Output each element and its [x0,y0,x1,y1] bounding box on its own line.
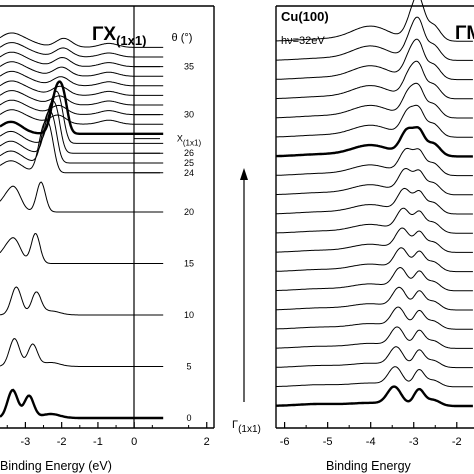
direction-arrow: Γ(1x1) [232,168,261,435]
left-spectrum-0 [0,388,164,420]
left-x-tick-label: -1 [93,436,103,448]
arrow-start-label: Γ(1x1) [232,419,261,435]
left-x-ticks: -3 -2 -1 0 2 [6,422,210,448]
angle-label: 5 [186,362,191,372]
right-x-tick-label: -5 [323,436,333,448]
right-spectrum-5 [276,286,473,311]
left-spectrum-10 [0,286,164,316]
angle-label: 20 [184,207,194,217]
right-spectrum-12 [276,147,473,177]
left-x-tick-label: -3 [20,436,30,448]
theta-axis-label: θ (°) [172,32,193,44]
right-spectrum-16 [276,60,473,100]
left-x-tick-label: 0 [131,436,137,448]
angle-label: 10 [184,310,194,320]
left-spectrum-32 [0,80,164,96]
left-spectrum-20 [0,181,164,213]
right-spectrum-0 [276,385,473,408]
right-spectrum-18 [276,16,473,61]
right-spectrum-8 [276,227,473,253]
left-spectrum-28 [0,80,164,135]
right-spectra [276,0,473,408]
right-spectrum-17 [276,38,473,81]
left-spectrum-31 [0,90,164,106]
left-spectrum-29 [0,109,164,125]
left-spectra [0,32,164,420]
angle-label: X(1x1) [177,134,202,148]
right-x-axis-title: Binding Energy [326,459,412,473]
left-spectrum-36 [0,42,164,58]
left-spectrum-30 [0,99,164,116]
left-spectrum-33 [0,70,164,87]
angle-label: 24 [184,168,194,178]
angle-label: 26 [184,148,194,158]
right-x-ticks: -6 -5 -4 -3 -2 [280,422,462,448]
right-spectrum-14 [276,104,473,138]
left-spectrum-34 [0,61,164,77]
right-x-tick-label: -3 [409,436,419,448]
angle-label: 35 [184,62,194,72]
right-spectrum-2 [276,346,473,369]
left-spectrum-25 [0,110,164,164]
left-spectrum-27 [0,90,164,144]
right-panel-title: ΓM [455,23,474,44]
left-spectrum-5 [0,338,164,367]
left-spectrum-24 [0,120,164,174]
right-x-tick-label: -4 [366,436,376,448]
right-spectrum-15 [276,82,473,119]
right-spectrum-13 [276,125,473,158]
right-x-tick-label: -2 [452,436,462,448]
right-spectrum-4 [276,306,473,330]
left-spectrum-15 [0,232,164,264]
angle-label: 0 [186,413,191,423]
right-spectrum-10 [276,187,473,215]
left-spectrum-35 [0,51,164,68]
left-spectrum-26 [0,100,164,154]
material-label: Cu(100) [281,9,329,24]
left-x-tick-label: -2 [57,436,67,448]
photon-energy-label: hν=32eV [281,35,325,47]
left-x-axis-title: Binding Energy (eV) [0,459,112,473]
angle-label: 25 [184,158,194,168]
left-x-tick-label: 2 [204,436,210,448]
right-spectrum-6 [276,266,473,292]
angle-label: 15 [184,259,194,269]
right-spectrum-1 [276,366,473,388]
angle-label: 30 [184,110,194,120]
right-x-tick-label: -6 [280,436,290,448]
left-panel-title: ΓX(1x1) [92,24,146,48]
right-spectrum-9 [276,207,473,234]
right-spectrum-11 [276,167,473,196]
right-spectrum-19 [276,0,473,42]
left-spectrum-37 [0,32,164,48]
right-spectrum-3 [276,326,473,349]
right-panel: -6 -5 -4 -3 -2 Cu(100) hν=32eV ΓM Binding En… [275,0,474,473]
right-spectrum-7 [276,247,473,273]
